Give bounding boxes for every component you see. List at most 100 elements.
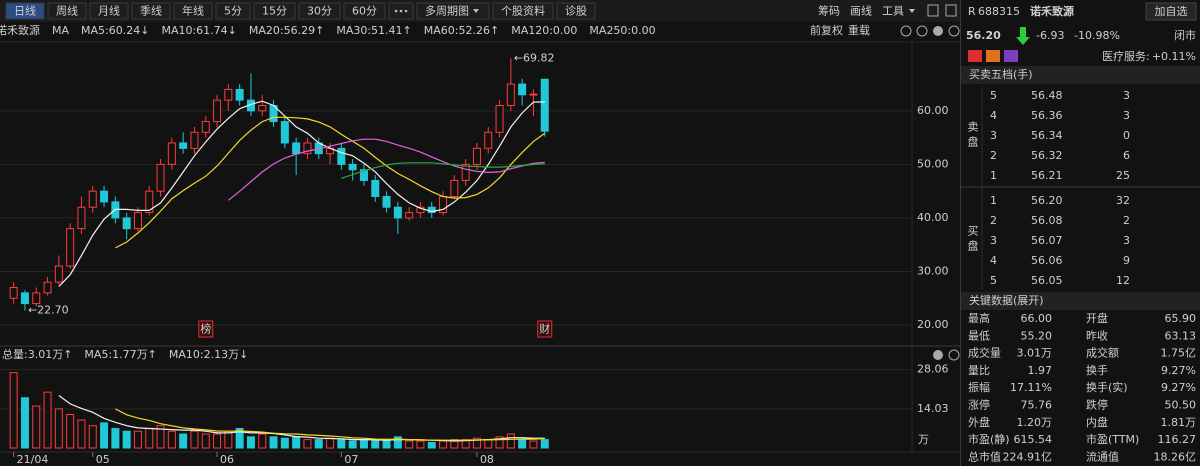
y-tick-label: 14.03 [917, 402, 949, 415]
key-label: 跌停 [1086, 398, 1108, 412]
tab[interactable] [89, 2, 129, 20]
legend-trend: ↑ [490, 24, 499, 37]
key-value: 50.50 [1165, 399, 1197, 412]
volume-bar [359, 439, 368, 449]
order-volume: 9 [1123, 254, 1130, 267]
key-label: 成交额 [1086, 346, 1119, 360]
key-label: 最低 [968, 329, 990, 342]
tool-icon[interactable] [916, 25, 928, 37]
tab[interactable] [492, 2, 554, 20]
x-tick-label: 07 [344, 453, 358, 466]
event-marker[interactable] [537, 320, 553, 338]
candle-body [133, 212, 142, 230]
tab[interactable] [215, 2, 251, 20]
section-title: 关键数据(展开) [969, 293, 1044, 307]
tool-icon[interactable] [900, 25, 912, 37]
legend-item: MA60:52.26 [424, 24, 490, 37]
tool-button: 筹码 [818, 4, 840, 18]
tool-icon[interactable] [948, 349, 960, 361]
key-value: 615.54 [1014, 433, 1053, 446]
tab-label: 60分 [352, 5, 377, 18]
watch-button[interactable] [1145, 2, 1197, 21]
tool-button: 画线 [850, 4, 872, 18]
tab[interactable] [416, 2, 490, 20]
more-dot [394, 9, 398, 13]
unit-label: 万 [918, 433, 929, 446]
volume-bar [303, 439, 312, 449]
price-change: -6.93 [1036, 29, 1064, 42]
tab[interactable] [298, 2, 341, 20]
key-value: 66.00 [1021, 312, 1053, 325]
tab[interactable] [47, 2, 87, 20]
candle-body [258, 104, 267, 112]
tab[interactable] [343, 2, 386, 20]
legend-item: MA120:0.00 [511, 24, 577, 37]
candle-body [9, 287, 18, 299]
order-price: 56.07 [1031, 234, 1063, 247]
down-arrow-icon [1016, 27, 1030, 45]
tool-icon[interactable] [933, 350, 943, 360]
badge-icon [968, 50, 982, 62]
volume-bar [495, 436, 504, 449]
key-value: 65.90 [1165, 312, 1197, 325]
candle-body [518, 83, 527, 96]
volume-bar [111, 427, 120, 449]
tab[interactable] [556, 2, 596, 20]
volume-bar [405, 440, 414, 449]
dropdown-arrow [909, 9, 915, 13]
candle-body [179, 142, 188, 149]
price-annotation: ←69.82 [514, 51, 555, 64]
volume-bar [518, 439, 527, 449]
order-price: 56.08 [1031, 214, 1063, 227]
volume-bar [326, 437, 335, 449]
key-value: 9.27% [1161, 381, 1196, 394]
volume-bar [529, 440, 538, 449]
tab[interactable] [253, 2, 296, 20]
order-price: 56.32 [1031, 149, 1063, 162]
watch-button-label: 加自选 [1155, 5, 1188, 18]
tool-icon[interactable] [933, 26, 943, 36]
key-value: 17.11% [1010, 381, 1052, 394]
volume-bar [382, 439, 391, 449]
last-price: 56.20 [966, 29, 1001, 42]
order-price: 56.21 [1031, 169, 1063, 182]
volume-bar [167, 430, 176, 449]
tab-label: 5分 [224, 5, 242, 18]
legend-item: MA10:2.13万 [169, 348, 239, 361]
tool-icon[interactable] [948, 25, 960, 37]
tab[interactable] [131, 2, 171, 20]
order-price: 56.05 [1031, 274, 1063, 287]
tab-label: 月线 [98, 4, 120, 18]
candle-body [190, 131, 199, 149]
legend-trend: ↑ [63, 348, 72, 361]
candle-body [405, 212, 414, 219]
tab[interactable] [5, 2, 45, 20]
y-tick-label: 30.00 [917, 264, 949, 277]
candle-body [201, 121, 210, 133]
volume-bar [54, 408, 63, 449]
side-label: 买盘 [966, 225, 979, 255]
tab[interactable] [173, 2, 213, 20]
badge-icon [1004, 50, 1018, 62]
y-tick-label: 28.06 [917, 363, 949, 376]
market-status: 闭市 [1174, 28, 1196, 42]
price-change-pct: -10.98% [1074, 29, 1120, 42]
order-price: 56.20 [1031, 194, 1063, 207]
volume-bar [156, 425, 165, 449]
event-marker[interactable] [198, 320, 214, 338]
key-label: 开盘 [1086, 311, 1108, 325]
volume-bar [393, 436, 402, 449]
stock-code: 688315 [978, 5, 1020, 18]
candle-body [122, 217, 131, 230]
key-label: 振幅 [968, 380, 990, 394]
key-label: 涨停 [968, 398, 990, 412]
sector-change: +0.11% [1152, 50, 1196, 63]
volume-bar [314, 439, 323, 449]
candle-body [303, 142, 312, 155]
volume-bar [100, 422, 109, 449]
window-icon[interactable] [927, 4, 939, 17]
candle-body [292, 142, 301, 155]
legend-item: MA250:0.00 [589, 24, 655, 37]
window-icon[interactable] [945, 4, 957, 17]
